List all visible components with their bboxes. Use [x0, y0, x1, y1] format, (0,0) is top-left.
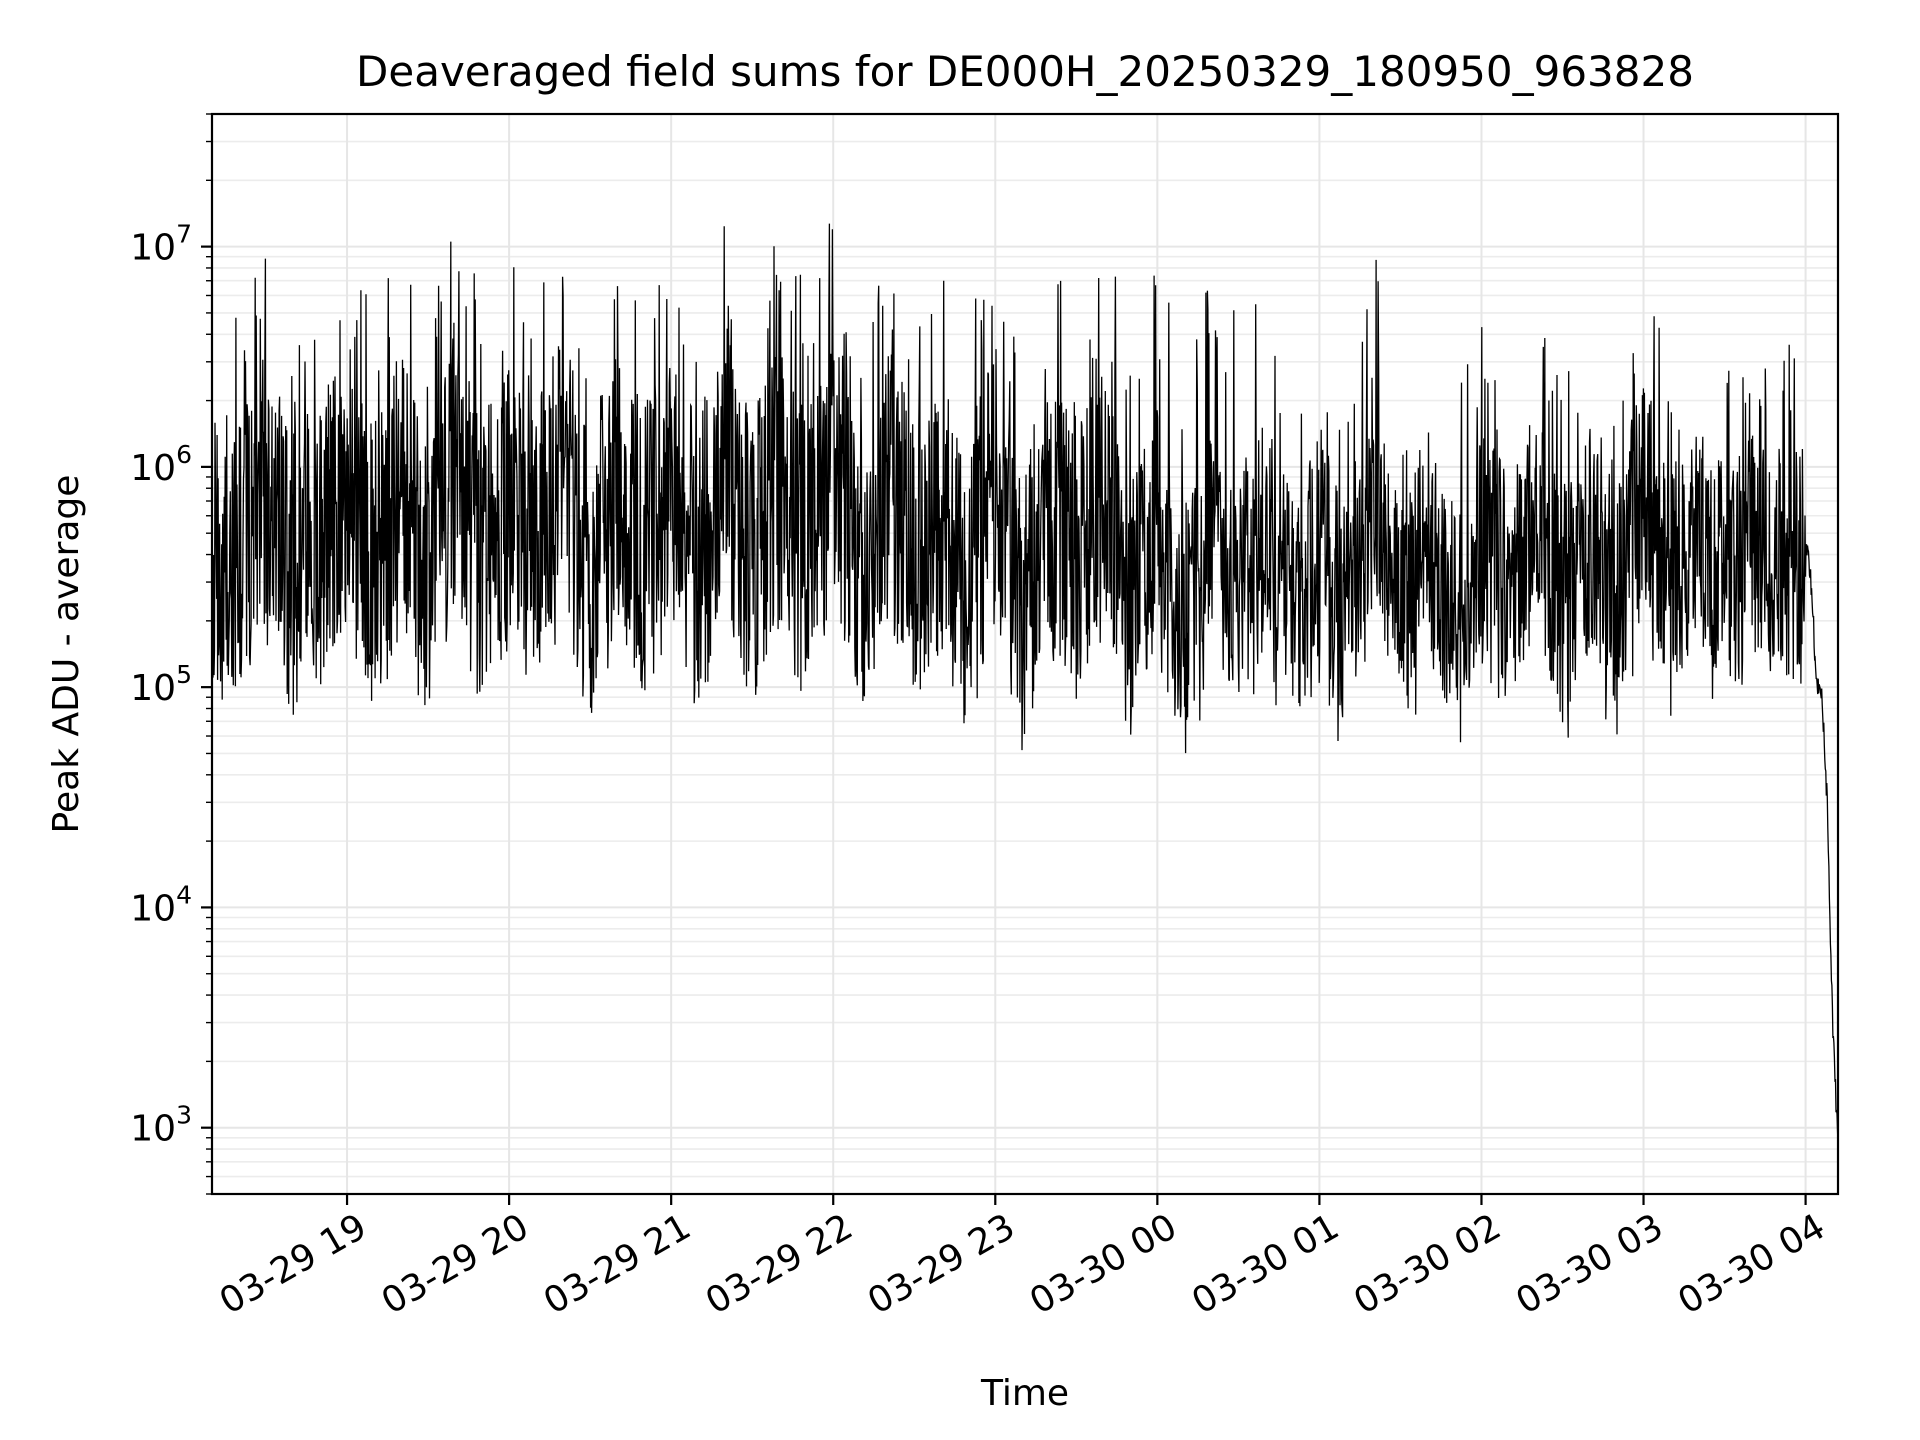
- y-tick-exponent: 3: [176, 1101, 192, 1130]
- y-tick-label: 106: [130, 440, 192, 489]
- chart-title: Deaveraged field sums for DE000H_2025032…: [356, 47, 1694, 96]
- plot-area: [211, 223, 1839, 1145]
- y-tick-base: 10: [130, 888, 176, 929]
- y-axis-label: Peak ADU - average: [46, 475, 87, 834]
- y-tick-exponent: 6: [176, 440, 192, 469]
- y-tick-base: 10: [130, 668, 176, 709]
- y-tick-exponent: 7: [176, 220, 192, 249]
- y-tick-label: 104: [130, 880, 192, 929]
- y-tick-label: 107: [130, 220, 192, 269]
- series-line: [211, 223, 1839, 1145]
- y-tick-exponent: 4: [176, 880, 192, 909]
- y-tick-base: 10: [130, 1109, 176, 1150]
- y-tick-base: 10: [130, 448, 176, 489]
- x-axis-label: Time: [980, 1373, 1069, 1414]
- y-tick-label: 105: [130, 660, 192, 709]
- y-tick-label: 103: [130, 1101, 192, 1150]
- plot-frame: [210, 112, 1840, 1196]
- y-tick-exponent: 5: [176, 660, 192, 689]
- y-tick-base: 10: [130, 228, 176, 269]
